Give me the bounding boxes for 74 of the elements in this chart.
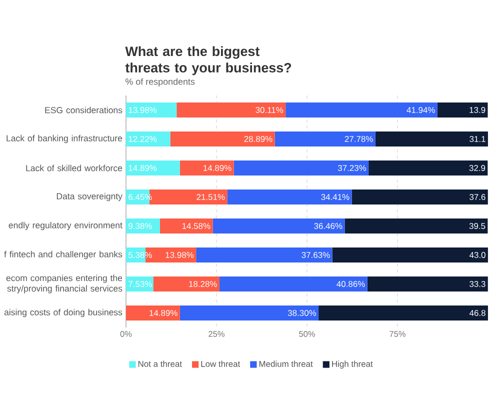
y-tick-label: endly regulatory environment	[8, 222, 122, 230]
bar	[437, 102, 488, 118]
y-tick-label: Lack of skilled workforce	[26, 164, 122, 172]
data-label: 37.23%	[338, 165, 366, 171]
bar	[318, 306, 488, 321]
bar	[160, 218, 213, 234]
data-label: 32.9	[469, 165, 486, 171]
data-label: 14.89%	[150, 310, 178, 316]
data-label: 37.63%	[302, 252, 330, 258]
legend-label: High threat	[332, 360, 373, 369]
bar	[286, 102, 438, 118]
chart-title: What are the biggest threats to your business?	[125, 46, 292, 76]
y-tick-label: f fintech and challenger banks	[4, 250, 122, 260]
y-tick-label: ecom companies entering the stry/proving financial services	[6, 274, 122, 294]
bar	[344, 218, 488, 234]
legend-label: Medium threat	[259, 360, 313, 367]
data-label: 9.38%	[128, 223, 152, 229]
data-label: 21.51%	[196, 194, 225, 200]
bar	[176, 102, 286, 118]
data-label: 28.89%	[244, 136, 272, 142]
bar	[274, 132, 376, 147]
bar	[126, 160, 180, 176]
data-label: 43.0	[469, 252, 486, 258]
bar	[375, 132, 488, 147]
bar	[126, 218, 160, 234]
data-label: 36.46%	[314, 223, 342, 229]
data-label: 13.98%	[166, 252, 194, 258]
bar	[234, 160, 369, 176]
data-label: 7.53%	[128, 281, 152, 287]
data-label: 12.22%	[128, 136, 157, 142]
bar	[352, 190, 488, 205]
data-label: 14.89%	[128, 165, 157, 171]
bar	[332, 248, 488, 263]
data-label: 13.9	[470, 107, 486, 113]
data-label: 14.58%	[182, 223, 210, 229]
data-label: 33.3	[470, 281, 486, 287]
legend-label: Low threat	[201, 360, 240, 367]
data-label: 40.86%	[336, 281, 365, 287]
data-label: 13.98%	[128, 107, 157, 113]
bar	[212, 218, 345, 234]
data-label: 37.6	[470, 194, 486, 200]
chart-subtitle: % of respondents	[126, 78, 195, 87]
bar	[126, 132, 170, 147]
bar	[126, 102, 177, 118]
bar	[180, 160, 234, 176]
bar	[227, 190, 352, 205]
y-tick-label: ESG considerations	[45, 106, 122, 114]
bar	[367, 276, 488, 292]
bar	[126, 276, 154, 292]
data-label: 14.89%	[204, 165, 232, 171]
bar	[219, 276, 368, 292]
x-tick-label: 75%	[390, 331, 406, 337]
data-label: 27.78%	[344, 136, 373, 142]
y-tick-label: Data sovereignty	[56, 192, 122, 202]
data-label: 41.94%	[406, 107, 435, 113]
legend-label: Not a threat	[138, 360, 182, 367]
bar	[126, 306, 180, 321]
x-tick-label: 50%	[299, 331, 315, 337]
data-label: 31.1	[470, 136, 486, 142]
data-label: 30.11%	[256, 107, 284, 113]
data-label: 18.28%	[189, 281, 217, 287]
data-label: 39.5	[469, 223, 486, 229]
bar	[196, 248, 332, 263]
data-label: 34.41%	[321, 194, 350, 200]
y-tick-label: Lack of banking infrastructure	[6, 134, 122, 144]
data-label: 46.8	[469, 310, 486, 316]
bar	[368, 160, 488, 176]
bar	[180, 306, 319, 321]
x-tick-label: 25%	[208, 331, 224, 337]
data-label: 38.30%	[288, 310, 316, 316]
bar	[153, 276, 220, 292]
y-tick-label: aising costs of doing business	[4, 308, 122, 318]
x-tick-label: 0%	[120, 331, 132, 337]
bar	[170, 132, 275, 147]
